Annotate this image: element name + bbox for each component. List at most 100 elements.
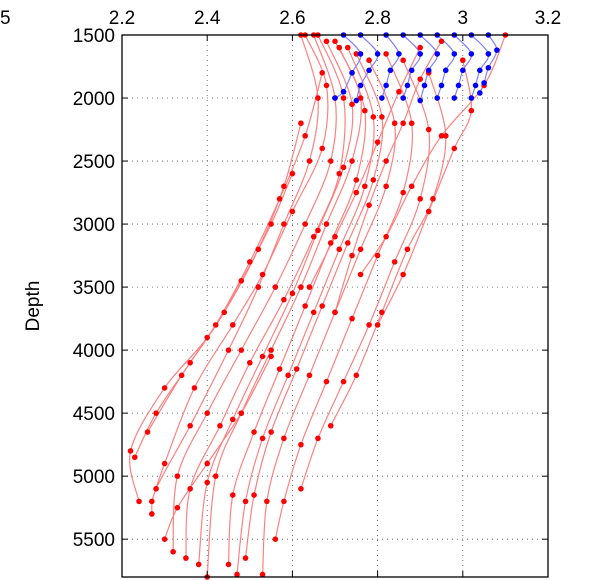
series-0-curve-18-point-5 — [178, 372, 185, 379]
series-0-curve-7-point-1 — [370, 114, 377, 120]
series-0-curve-11-point-0 — [400, 57, 406, 64]
series-0-curve-20-point-3 — [383, 158, 389, 164]
x-tick-label: 3.2 — [535, 8, 561, 29]
series-0-curve-11-point-2 — [417, 196, 424, 202]
series-0-curve-7-point-6 — [259, 435, 266, 442]
series-0-curve-14-point-3 — [408, 183, 415, 190]
series-0-curve-6-point-2 — [353, 177, 360, 183]
curves — [129, 34, 506, 578]
y-ticks: 1500 2000 2500 3000 3500 4000 4500 5000 5500 — [73, 26, 548, 551]
x-tick-label: 2.4 — [194, 8, 221, 29]
series-0-curve-5-point-2 — [349, 158, 355, 164]
series-0-curve-1-point-4 — [259, 271, 266, 278]
series-0-curve-19 — [308, 47, 421, 288]
series-0-curve-16-point-3 — [204, 334, 210, 341]
series-1-curve-2-point-3 — [383, 82, 389, 89]
series-0-curve-2-point-4 — [272, 284, 279, 290]
series-0-curve-18-point-1 — [302, 133, 308, 139]
series-0-curve-2-point-3 — [302, 221, 308, 227]
series-0-curve-3-point-5 — [247, 359, 253, 366]
series-0-curve-11-point-7 — [298, 485, 304, 492]
series-0-curve-1-point-7 — [161, 460, 168, 467]
series-0-curve-10-point-8 — [272, 536, 279, 542]
series-0-curve-4-point-2 — [340, 164, 347, 171]
series-1-curve-8-point-1 — [494, 47, 500, 53]
series-0-curve-13-point-1 — [468, 107, 475, 114]
series-1-curve-3-point-3 — [404, 82, 411, 89]
series-0-curve-8-point-6 — [268, 429, 274, 435]
series-1-curve-4-point-3 — [421, 82, 428, 89]
series-0-curve-9-point-1 — [391, 120, 398, 127]
series-0-curve-4-point-0 — [323, 38, 330, 45]
series-0-curve-5-point-3 — [323, 221, 330, 227]
series-0-curve-4-point-3 — [315, 227, 321, 234]
series-0-curve-10-point-1 — [408, 120, 415, 127]
series-0-curve-9-point-7 — [264, 498, 270, 505]
y-tick-label: 3000 — [73, 215, 115, 236]
series-0-curve-1-point-3 — [289, 208, 296, 215]
series-0-curve-18-point-0 — [319, 70, 326, 76]
y-tick-label: 4000 — [73, 341, 115, 362]
series-0-curve-16-point-2 — [238, 277, 245, 284]
series-0-curve-17-point-2 — [255, 246, 262, 253]
series-0-curve-10-point-5 — [323, 378, 330, 385]
series-0-curve-8-point-0 — [353, 51, 360, 57]
series-0-curve-16-point-5 — [127, 448, 134, 454]
series-0-curve-7 — [236, 47, 375, 575]
series-1-curve-7-point-1 — [485, 51, 492, 57]
series-1-curve-6-point-4 — [451, 95, 458, 101]
series-1-curve-8-point-4 — [477, 90, 483, 96]
series-0-curve-7-point-4 — [310, 309, 317, 316]
series-0-curve-4-point-1 — [349, 101, 355, 108]
series-0-curve-3-point-4 — [281, 296, 287, 303]
series-0-curve-1-point-6 — [191, 385, 198, 391]
series-0-curve-13 — [377, 60, 472, 326]
series-0-curve-5 — [206, 41, 362, 578]
series-0-curve-1-point-1 — [323, 82, 330, 89]
series-0-curve-17-point-5 — [153, 410, 159, 416]
series-0-curve-3-point-2 — [336, 170, 343, 177]
x-tick-label: 2.2 — [109, 8, 135, 29]
series-0-curve-19-point-0 — [417, 44, 424, 51]
series-1-curve-1-point-4 — [353, 97, 360, 104]
series-0-curve-19-point-2 — [374, 139, 381, 145]
series-0-curve-8-point-2 — [370, 177, 377, 183]
series-0-curve-6-point-0 — [336, 44, 343, 51]
series-0-curve-19-point-5 — [306, 284, 313, 290]
series-0-curve-16-point-6 — [136, 498, 142, 505]
series-0-curve-0-point-2 — [306, 158, 313, 164]
series-0-curve-19-point-1 — [396, 88, 402, 95]
series-0-curve-10-point-7 — [281, 498, 287, 505]
series-0-curve-16-point-0 — [289, 170, 296, 177]
series-0-curve-8-point-7 — [251, 492, 257, 498]
series-0-curve-0 — [151, 34, 319, 515]
x-tick-label: 3 — [458, 8, 469, 29]
series-0-curve-17-point-4 — [187, 359, 193, 366]
series-0-curve-11-point-5 — [340, 378, 347, 385]
y-axis-label: Depth — [23, 281, 44, 332]
series-0-curve-7-point-3 — [336, 246, 343, 253]
series-1-curve-0-point-2 — [349, 70, 355, 76]
series-0-curve-6-point-3 — [327, 240, 334, 246]
series-0-curve-5-point-0 — [332, 38, 338, 45]
series-0-curve-16 — [129, 173, 293, 502]
series-1-curve-5-point-3 — [438, 82, 445, 89]
series-1-curve-0-point-4 — [332, 95, 338, 101]
series-1-curve-7-point-3 — [472, 82, 479, 89]
x-ticks: 2.2 2.4 2.6 2.8 3 3.2 5 — [0, 8, 561, 577]
series-0-curve-19-point-3 — [353, 189, 360, 196]
series-1-curve-6-point-2 — [460, 67, 466, 74]
y-tick-label: 3500 — [73, 278, 115, 299]
series-0-curve-14-point-2 — [438, 133, 445, 139]
series-0-curve-20-point-1 — [417, 76, 424, 82]
series-0-curve-12-point-4 — [379, 309, 385, 316]
series-0-curve-9-point-6 — [281, 435, 287, 442]
series-0-curve-18-point-2 — [276, 196, 283, 202]
series-0-curve-3-point-3 — [310, 233, 317, 240]
series-0-curve-12-point-6 — [327, 422, 334, 429]
series-1-curve-4-point-4 — [417, 97, 424, 104]
series-0-curve-17 — [134, 123, 302, 458]
series-0-curve-0-point-6 — [187, 422, 193, 429]
series-1-curve-6-point-1 — [468, 51, 475, 57]
series-1-curve-1-point-3 — [357, 82, 364, 89]
